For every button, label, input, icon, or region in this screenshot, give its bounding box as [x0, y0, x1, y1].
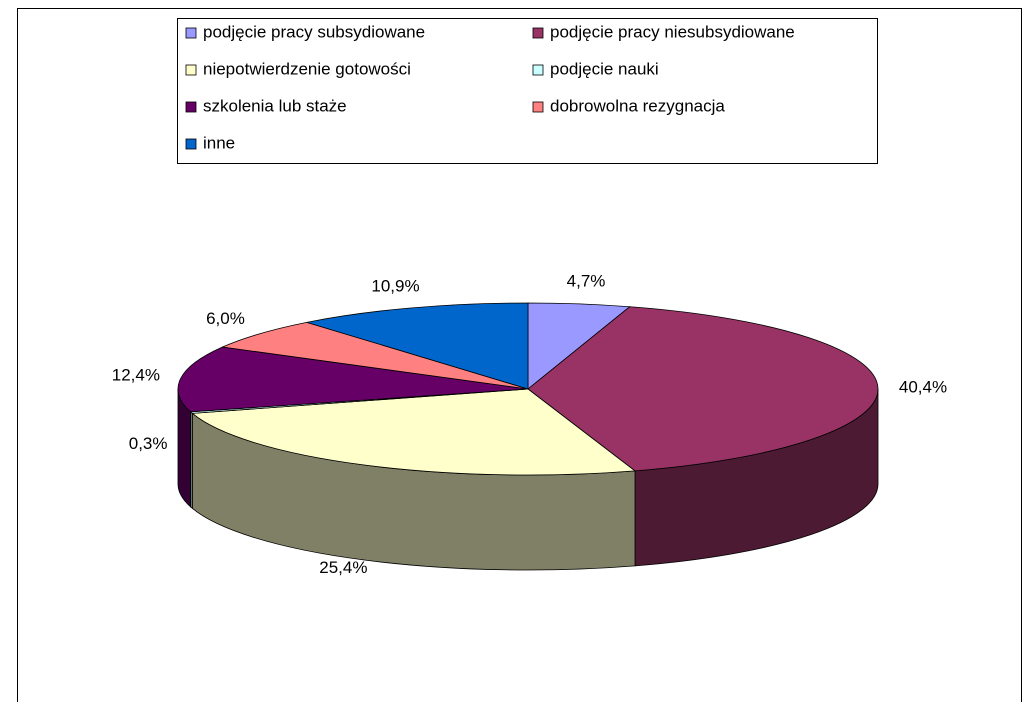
pie-slice	[527, 306, 879, 472]
data-label: 6,0%	[206, 309, 245, 328]
legend-swatch	[185, 64, 197, 76]
pie-slice	[191, 388, 637, 476]
legend-label: podjęcie pracy niesubsydiowane	[550, 22, 795, 41]
legend-label: podjęcie pracy subsydiowane	[203, 22, 425, 41]
legend-swatch	[532, 27, 544, 39]
data-label: 40,4%	[899, 378, 947, 397]
legend-swatch	[185, 138, 197, 150]
legend-box	[177, 18, 878, 164]
data-label: 25,4%	[319, 558, 367, 577]
data-label: 0,3%	[129, 434, 168, 453]
data-label: 10,9%	[371, 277, 419, 296]
legend-swatch	[532, 64, 544, 76]
pie-walls	[177, 388, 879, 571]
data-label: 4,7%	[567, 272, 606, 291]
pie-slice	[221, 321, 529, 390]
legend-label: inne	[203, 133, 235, 152]
data-label: 12,4%	[112, 365, 160, 384]
legend-label: dobrowolna rezygnacja	[550, 96, 725, 115]
pie-slice	[177, 346, 529, 413]
legend-label: podjęcie nauki	[550, 59, 659, 78]
legend-swatch	[185, 27, 197, 39]
legend-swatch	[185, 101, 197, 113]
pie-slice	[306, 302, 529, 390]
legend-label: szkolenia lub staże	[203, 96, 347, 115]
legend-label: niepotwierdzenie gotowości	[203, 59, 411, 78]
legend-swatch	[532, 101, 544, 113]
